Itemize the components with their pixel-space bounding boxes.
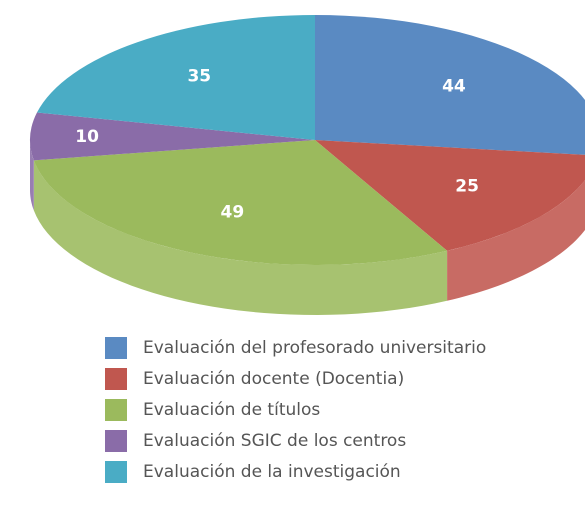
legend-swatch <box>105 368 127 390</box>
legend-swatch <box>105 430 127 452</box>
legend-swatch <box>105 461 127 483</box>
legend-label: Evaluación de títulos <box>143 400 320 420</box>
slice <box>315 140 585 251</box>
slice-side <box>33 160 448 315</box>
data-label: 10 <box>75 127 99 147</box>
legend-label: Evaluación del profesorado universitario <box>143 338 486 358</box>
legend-swatch <box>105 399 127 421</box>
legend-swatch <box>105 337 127 359</box>
data-label: 35 <box>187 67 211 87</box>
slice <box>33 140 448 265</box>
slice <box>30 112 316 161</box>
data-label: 49 <box>220 203 244 223</box>
data-label: 25 <box>455 176 479 196</box>
slice-side <box>447 179 585 301</box>
data-label: 44 <box>442 76 466 96</box>
slice-side <box>30 140 34 211</box>
legend-label: Evaluación de la investigación <box>143 462 401 482</box>
legend-label: Evaluación docente (Docentia) <box>143 369 404 389</box>
slice <box>36 15 315 140</box>
legend-label: Evaluación SGIC de los centros <box>143 431 406 451</box>
slice <box>315 15 585 155</box>
